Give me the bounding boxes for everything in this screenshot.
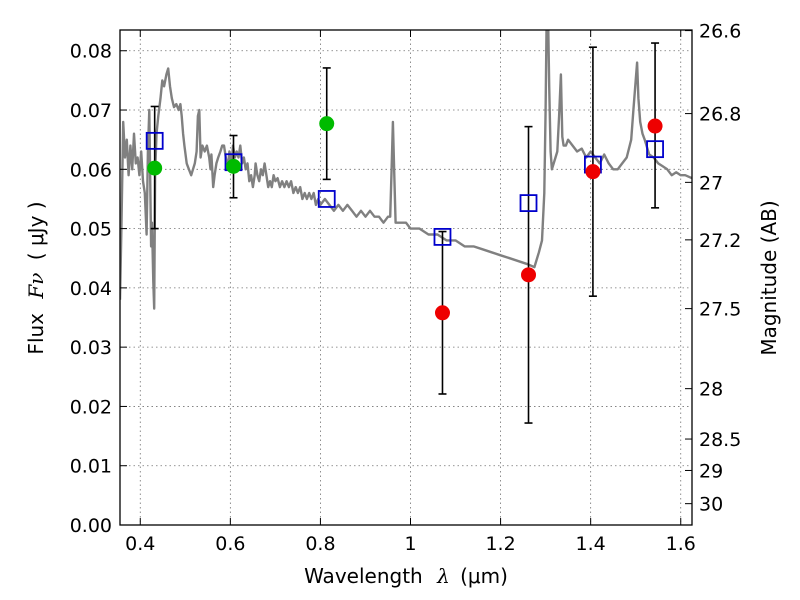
right-axis-ticks: 26.6 26.8 27 27.2 27.5 28 28.5 29 30 [685,21,741,516]
y-tick-label: 0.01 [70,456,112,478]
low-significance-point [647,118,663,134]
grid [120,30,692,525]
model-photometry-square [519,194,538,213]
right-axis-title: Magnitude (AB) [757,200,781,355]
y-tick-label: 0.00 [70,515,112,537]
data-points [145,116,664,321]
plot-frame [119,29,693,526]
model-photometry-square [145,131,164,150]
x-tick-label: 1.6 [666,533,696,555]
y-tick-label: 0.03 [70,337,112,359]
y-axis-title: Flux Fν ( μJy ) [24,201,48,354]
y-axis-unit: ( μJy ) [24,201,48,260]
low-significance-point [585,164,601,180]
right-tick-label: 26.8 [699,104,741,126]
right-tick-label: 26.6 [699,21,741,43]
right-tick-label: 28.5 [699,429,741,451]
spectrum-line [120,30,692,310]
x-tick-label: 1.2 [485,533,515,555]
x-axis-unit: (μm) [460,564,508,588]
x-tick-label: 0.8 [305,533,335,555]
x-tick-label: 0.6 [215,533,245,555]
y-tick-label: 0.07 [70,100,112,122]
model-spectrum [120,30,692,310]
model-photometry-square [433,227,452,246]
y-tick-label: 0.05 [70,219,112,241]
y-axis-symbol: Fν [24,273,48,300]
detection-point [225,158,241,174]
x-axis-ticks: 0.4 0.6 0.8 1 1.2 1.4 1.6 [125,30,696,555]
y-tick-label: 0.04 [70,278,112,300]
model-photometry-square [317,190,336,208]
model-photometry-square [646,140,664,159]
right-tick-label: 27 [699,172,723,194]
right-tick-label: 30 [699,494,723,516]
x-tick-label: 1 [404,533,416,555]
right-tick-label: 27.2 [699,230,741,252]
y-axis-title-text: Flux [24,313,48,355]
x-axis-title-text: Wavelength [304,564,423,588]
x-axis-title: Wavelength λ (μm) [304,564,508,588]
right-tick-label: 28 [699,379,723,401]
x-axis-symbol: λ [436,564,450,588]
y-axis-ticks: 0.00 0.01 0.02 0.03 0.04 0.05 0.06 0.07 0.08 [70,41,127,537]
detection-point [319,116,335,132]
right-tick-label: 27.5 [699,299,741,321]
y-tick-label: 0.08 [70,41,112,63]
low-significance-point [434,305,450,321]
detection-point [147,160,163,176]
y-tick-label: 0.02 [70,396,112,418]
error-bars [150,42,660,424]
x-tick-label: 0.4 [125,533,155,555]
low-significance-point [521,267,537,283]
y-tick-label: 0.06 [70,159,112,181]
x-tick-label: 1.4 [576,533,606,555]
right-tick-label: 29 [699,460,723,482]
